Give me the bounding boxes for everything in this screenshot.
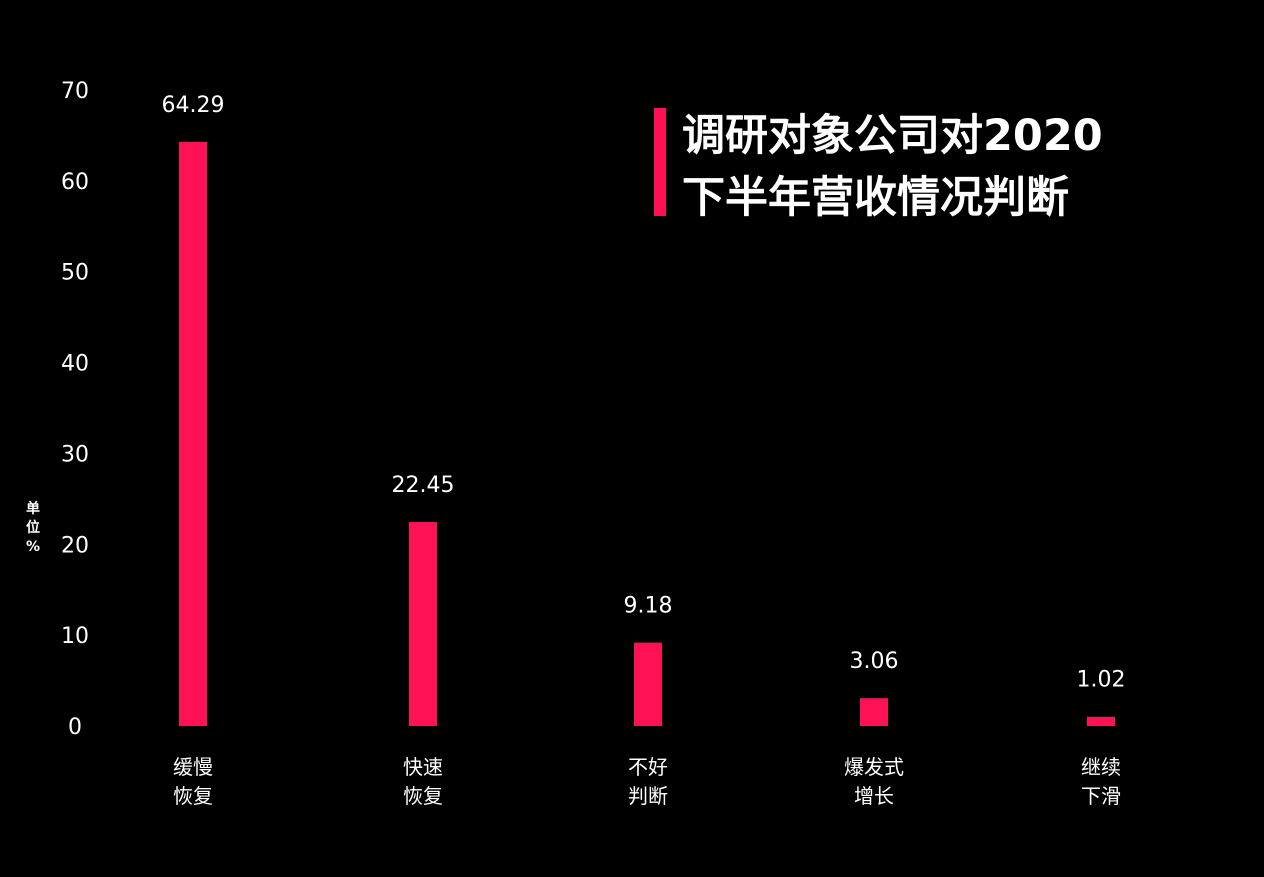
y-tick-label: 70 bbox=[61, 79, 89, 104]
category-label: 快速 bbox=[403, 755, 443, 779]
title-accent-bar bbox=[654, 108, 666, 216]
category-label: 恢复 bbox=[403, 784, 443, 808]
y-tick-label: 10 bbox=[61, 624, 89, 649]
y-tick-label: 50 bbox=[61, 261, 89, 286]
y-axis-ticks: 0 10 20 30 40 50 60 70 bbox=[61, 79, 89, 740]
bar bbox=[179, 141, 207, 727]
chart-title-line-1: 调研对象公司对2020 bbox=[682, 111, 1103, 161]
y-tick-label: 40 bbox=[61, 352, 89, 377]
category-label: 恢复 bbox=[173, 784, 213, 808]
y-axis-unit-label: 单位% bbox=[26, 500, 40, 555]
chart-title: 调研对象公司对2020 下半年营收情况判断 bbox=[654, 108, 1103, 223]
bar bbox=[860, 698, 888, 726]
bar bbox=[409, 522, 437, 726]
y-tick-label: 30 bbox=[61, 442, 89, 467]
value-label: 3.06 bbox=[850, 649, 899, 674]
value-labels: 64.29 22.45 9.18 3.06 1.02 bbox=[162, 93, 1126, 693]
bar-series bbox=[179, 141, 1115, 727]
y-tick-label: 60 bbox=[61, 170, 89, 195]
category-label: 不好 bbox=[628, 755, 668, 779]
y-tick-label: 0 bbox=[68, 715, 82, 740]
category-label: 增长 bbox=[854, 784, 894, 808]
value-label: 22.45 bbox=[392, 473, 455, 498]
value-label: 64.29 bbox=[162, 93, 225, 118]
y-tick-label: 20 bbox=[61, 533, 89, 558]
y-axis-unit-char: 单 bbox=[26, 500, 40, 517]
value-label: 1.02 bbox=[1077, 668, 1126, 693]
y-axis-unit-char: 位 bbox=[26, 519, 40, 536]
chart-title-line-2: 下半年营收情况判断 bbox=[682, 173, 1069, 223]
y-axis-unit-char: % bbox=[26, 539, 40, 555]
bar bbox=[634, 642, 662, 726]
category-label: 爆发式 bbox=[844, 755, 904, 779]
category-label: 缓慢 bbox=[173, 755, 213, 779]
bar bbox=[1087, 716, 1115, 726]
category-label: 继续 bbox=[1081, 755, 1121, 779]
category-label: 下滑 bbox=[1081, 784, 1121, 808]
value-label: 9.18 bbox=[624, 594, 673, 619]
category-label: 判断 bbox=[628, 784, 668, 808]
